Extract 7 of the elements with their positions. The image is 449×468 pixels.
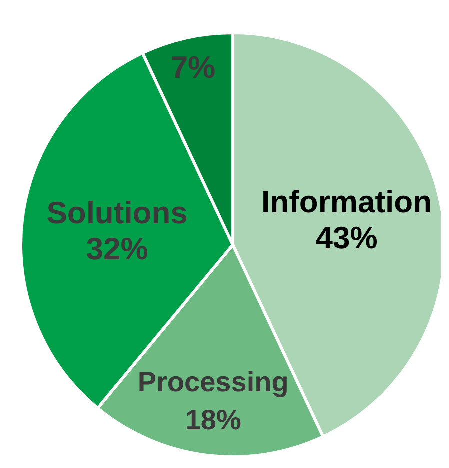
data-label: 43%	[316, 220, 378, 256]
slice-label: Information	[262, 184, 432, 220]
slice-label: Solutions	[46, 194, 188, 230]
data-label: 7%	[170, 50, 216, 85]
slice-label: Processing	[138, 366, 289, 398]
data-label: 32%	[86, 230, 148, 266]
data-label: 18%	[185, 404, 242, 436]
